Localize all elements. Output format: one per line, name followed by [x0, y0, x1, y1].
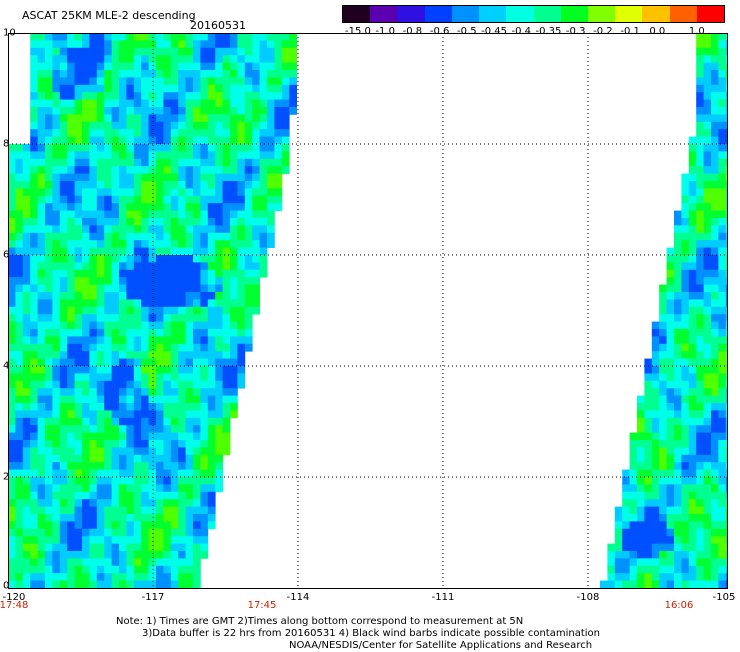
colorbar-label: -1.0 [375, 26, 395, 37]
colorbar-segment [424, 6, 452, 22]
map-title: ASCAT 25KM MLE-2 descending [22, 9, 196, 22]
x-tick-label: -117 [141, 592, 165, 603]
map-frame [8, 33, 728, 589]
colorbar-segment [669, 6, 697, 22]
x-tick-label: -105 [712, 592, 736, 603]
note-line-3: NOAA/NESDIS/Center for Satellite Applica… [289, 640, 593, 651]
colorbar-label: -0.45 [481, 26, 507, 37]
colorbar-segment [506, 6, 534, 22]
colorbar-segment [370, 6, 398, 22]
colorbar-label: -0.1 [620, 26, 640, 37]
y-tick-label: 10 [3, 27, 16, 39]
colorbar-label: -0.5 [457, 26, 477, 37]
time-label: 17:48 [0, 600, 29, 611]
right-swath [600, 33, 728, 589]
y-tick-label: 8 [3, 138, 10, 150]
colorbar-segment [642, 6, 670, 22]
notes: Note: 1) Times are GMT 2)Times along bot… [116, 616, 600, 652]
x-tick-label: -108 [576, 592, 600, 603]
colorbar-label: -0.3 [565, 26, 586, 37]
colorbar-segment [615, 6, 643, 22]
colorbar-label: -0.6 [429, 26, 450, 37]
colorbar-label: -15.0 [345, 26, 371, 37]
time-label: 16:06 [664, 600, 694, 611]
colorbar-segment [451, 6, 480, 22]
y-tick-label: 6 [3, 249, 10, 261]
colorbar-segment [397, 6, 425, 22]
x-tick-label: -120 [2, 592, 26, 603]
colorbar-segment [479, 6, 507, 22]
colorbar-segment [587, 6, 616, 22]
note-line-2: 3)Data buffer is 22 hrs from 20160531 4)… [142, 628, 600, 639]
colorbar-label: 0.0 [649, 26, 666, 37]
note-line-1: Note: 1) Times are GMT 2)Times along bot… [116, 616, 524, 627]
left-swath [8, 33, 297, 589]
x-tick-label: -111 [431, 592, 455, 603]
y-tick-label: 0 [3, 580, 10, 592]
y-tick-label: 2 [3, 471, 10, 483]
colorbar-label: -0.2 [593, 26, 613, 37]
colorbar-label: 1.0 [688, 26, 705, 37]
swath-map [8, 33, 728, 589]
x-tick-label: -114 [286, 592, 310, 603]
colorbar-segment [343, 6, 371, 22]
colorbar-label: -0.8 [402, 26, 423, 37]
colorbar-segment [560, 6, 588, 22]
colorbar-label: -0.35 [535, 26, 562, 37]
map-date: 20160531 [190, 19, 246, 32]
y-tick-label: 4 [3, 360, 10, 372]
colorbar [342, 5, 725, 23]
time-label: 17:45 [247, 600, 277, 611]
colorbar-segment [533, 6, 561, 22]
colorbar-label: -0.4 [511, 26, 532, 37]
colorbar-segment [696, 6, 725, 22]
lat-lon-grid [8, 33, 728, 589]
